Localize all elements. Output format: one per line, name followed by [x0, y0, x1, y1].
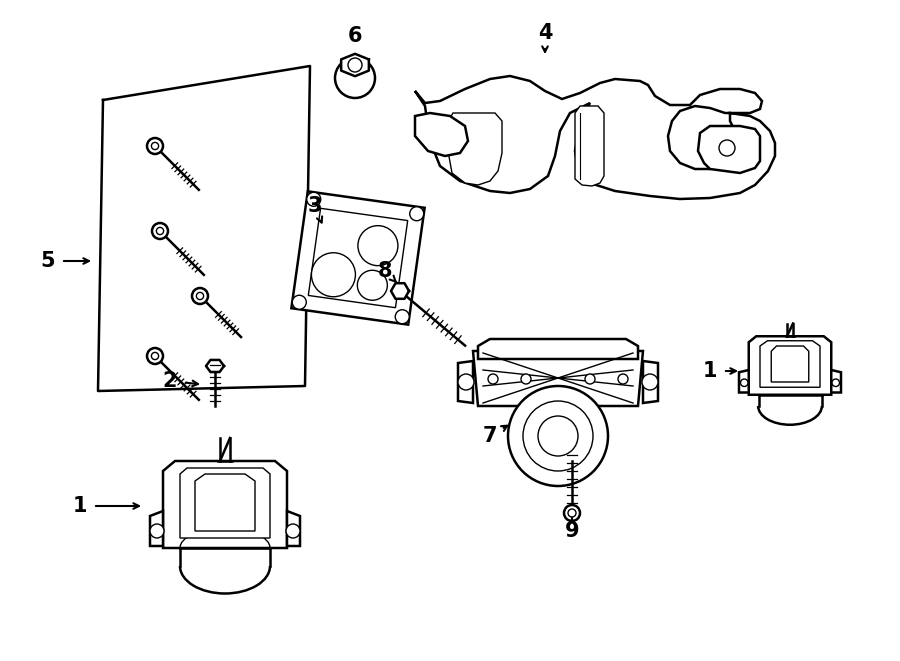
Circle shape: [488, 374, 498, 384]
Circle shape: [642, 374, 658, 390]
Circle shape: [585, 374, 595, 384]
Polygon shape: [415, 76, 775, 199]
Circle shape: [150, 524, 164, 538]
Circle shape: [311, 253, 356, 297]
Polygon shape: [292, 192, 425, 325]
Circle shape: [395, 310, 410, 324]
Polygon shape: [760, 341, 820, 387]
Text: 9: 9: [564, 521, 580, 541]
Polygon shape: [771, 346, 809, 382]
Circle shape: [152, 223, 168, 239]
Circle shape: [521, 374, 531, 384]
Text: 1: 1: [73, 496, 87, 516]
Polygon shape: [287, 511, 300, 546]
Polygon shape: [163, 461, 287, 548]
Text: 1: 1: [703, 361, 717, 381]
Polygon shape: [643, 361, 658, 403]
Text: 8: 8: [378, 261, 392, 281]
Circle shape: [538, 416, 578, 456]
Polygon shape: [150, 511, 163, 546]
Polygon shape: [478, 339, 638, 359]
Circle shape: [335, 58, 375, 98]
Circle shape: [157, 227, 164, 235]
Circle shape: [741, 379, 748, 387]
Polygon shape: [575, 106, 604, 186]
Circle shape: [348, 58, 362, 72]
Polygon shape: [180, 468, 270, 538]
Text: 6: 6: [347, 26, 362, 46]
Polygon shape: [448, 113, 502, 185]
Text: 4: 4: [538, 23, 553, 43]
Circle shape: [564, 505, 580, 521]
Circle shape: [307, 192, 320, 206]
Circle shape: [286, 524, 300, 538]
Text: 2: 2: [163, 371, 177, 391]
Polygon shape: [832, 370, 841, 393]
Circle shape: [523, 401, 593, 471]
Circle shape: [147, 138, 163, 154]
Polygon shape: [739, 370, 749, 393]
Circle shape: [508, 386, 608, 486]
Circle shape: [568, 509, 576, 517]
Circle shape: [151, 352, 158, 360]
Polygon shape: [391, 283, 409, 299]
Circle shape: [410, 207, 424, 221]
Polygon shape: [341, 54, 369, 76]
Circle shape: [358, 225, 398, 266]
Circle shape: [357, 270, 387, 300]
Circle shape: [618, 374, 628, 384]
Circle shape: [292, 295, 306, 309]
Text: 7: 7: [482, 426, 497, 446]
Polygon shape: [206, 360, 224, 372]
Polygon shape: [415, 113, 468, 156]
Polygon shape: [698, 126, 760, 173]
Circle shape: [719, 140, 735, 156]
Polygon shape: [473, 351, 643, 406]
Text: 3: 3: [308, 196, 322, 216]
Polygon shape: [458, 361, 473, 403]
Circle shape: [192, 288, 208, 304]
Text: 5: 5: [40, 251, 55, 271]
Circle shape: [147, 348, 163, 364]
Circle shape: [151, 142, 158, 149]
Polygon shape: [309, 208, 408, 307]
Circle shape: [458, 374, 474, 390]
Polygon shape: [749, 336, 832, 395]
Circle shape: [832, 379, 840, 387]
Circle shape: [196, 292, 203, 299]
Polygon shape: [195, 474, 255, 531]
